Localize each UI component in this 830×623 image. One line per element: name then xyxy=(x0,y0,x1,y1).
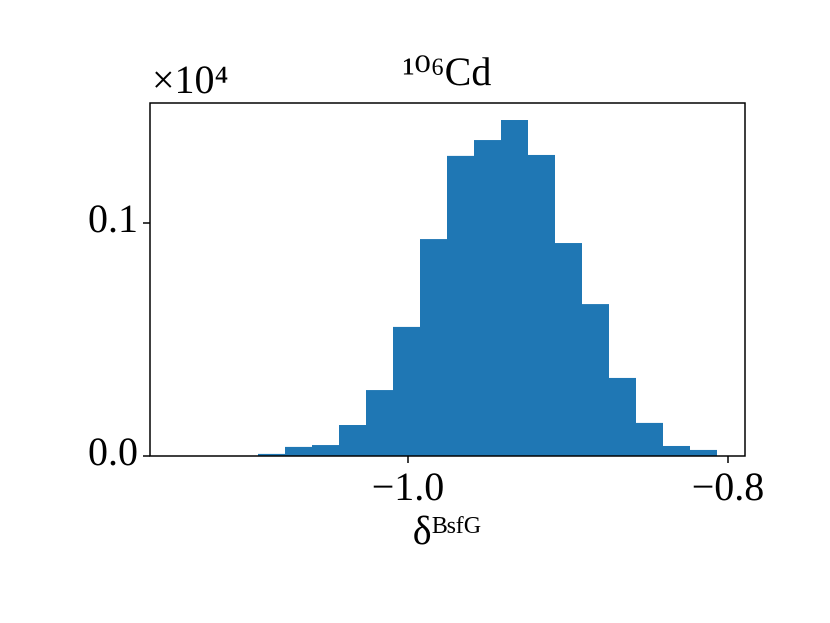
bar xyxy=(420,239,447,456)
bar xyxy=(528,154,555,457)
bar xyxy=(447,155,474,456)
bar xyxy=(609,377,636,456)
bar xyxy=(258,453,285,456)
bar xyxy=(555,243,582,456)
bar xyxy=(339,425,366,456)
x-axis-label: δᴮˢᶠᴳ xyxy=(413,508,481,553)
chart-title: ¹⁰⁶Cd xyxy=(403,49,492,94)
bar xyxy=(501,120,528,456)
bar xyxy=(312,445,339,456)
x-tick-label: −0.8 xyxy=(692,464,765,509)
y-tick-label: 0.0 xyxy=(88,429,138,474)
bar xyxy=(582,304,609,456)
bar xyxy=(663,445,690,456)
plot-frame xyxy=(149,102,746,457)
x-tick-label: −1.0 xyxy=(372,464,445,509)
bar xyxy=(393,326,420,456)
bar xyxy=(690,449,717,456)
y-offset-label: ×10⁴ xyxy=(152,57,229,102)
bar xyxy=(366,390,393,456)
bar xyxy=(636,422,663,456)
y-tick-label: 0.1 xyxy=(88,196,138,241)
bar xyxy=(474,140,501,456)
bar xyxy=(285,446,312,456)
